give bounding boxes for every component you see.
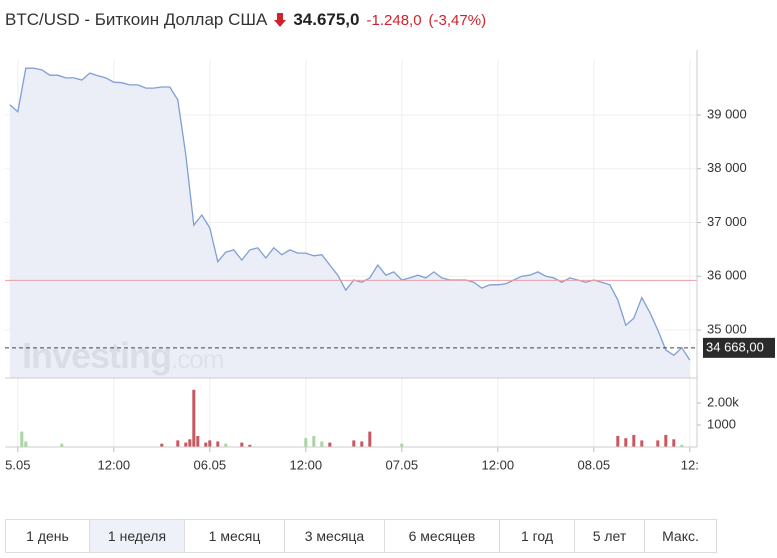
range-tab[interactable]: 1 день [5, 519, 90, 553]
x-tick-label: 5.05 [5, 457, 30, 472]
volume-bar [656, 440, 660, 447]
last-price-label: 34 668,00 [706, 339, 764, 354]
volume-bar [176, 440, 180, 447]
volume-bar [616, 435, 620, 447]
volume-bar [624, 438, 628, 447]
last-price-box [703, 337, 775, 358]
change: -1.248,0 [366, 11, 422, 29]
price-area [9, 68, 690, 378]
range-tab[interactable]: 1 год [500, 519, 575, 553]
volume-bar [312, 435, 316, 447]
volume-tick-label: 1000 [707, 416, 736, 431]
volume-bar [216, 441, 220, 447]
price-line [9, 67, 691, 361]
chart: 5.05 12:00 06.05 12:00 07.05 12:00 08.05 12: 35 … [5, 50, 775, 472]
volume-bar [188, 439, 192, 447]
volume-bar [664, 434, 668, 447]
volume-bar [352, 440, 356, 447]
price: 34.675,0 [293, 10, 360, 29]
volume-bar [360, 441, 364, 447]
volume-bar [208, 440, 212, 447]
y-tick-label: 36 000 [707, 268, 747, 283]
volume-bar [160, 443, 164, 447]
change-percent: (-3,47%) [428, 11, 487, 29]
volume-bar [320, 441, 324, 447]
volume-bar [184, 442, 188, 447]
x-tick-label: 12: [681, 457, 699, 472]
range-tab[interactable]: 3 месяца [285, 519, 385, 553]
volume-bar [328, 442, 332, 447]
x-tick-label: 12:00 [482, 457, 515, 472]
volume-bar [368, 431, 372, 447]
y-tick-label: 35 000 [707, 321, 747, 336]
volume-bar [20, 431, 24, 447]
down-arrow [274, 13, 287, 27]
volume-bar [24, 441, 28, 447]
volume-bar [240, 442, 244, 447]
volume-bar [672, 439, 676, 447]
x-tick-label: 12:00 [290, 457, 323, 472]
volume-tick-label: 2.00k [707, 394, 739, 409]
volume-bar [680, 444, 684, 447]
volume-bar [248, 444, 252, 447]
volume-bar [196, 435, 200, 447]
volume-bar [192, 389, 196, 447]
volume-bar [304, 438, 308, 447]
y-tick-label: 37 000 [707, 214, 747, 229]
volume-bar [204, 442, 208, 447]
x-tick-label: 08.05 [578, 457, 611, 472]
range-tab[interactable]: 5 лет [575, 519, 645, 553]
volume-bar [60, 443, 64, 447]
x-tick-label: 12:00 [98, 457, 131, 472]
instrument-title: BTC/USD - Биткоин Доллар США [5, 10, 268, 29]
x-tick-label: 06.05 [194, 457, 227, 472]
volume-bar [224, 443, 228, 447]
range-tab[interactable]: Макс. [645, 519, 717, 553]
volume-bar [632, 434, 636, 447]
range-tab[interactable]: 1 неделя [90, 519, 185, 553]
range-tab[interactable]: 6 месяцев [385, 519, 500, 553]
volume-bar [640, 440, 644, 447]
range-tabs: 1 день 1 неделя 1 месяц 3 месяца 6 месяцев 1 … [5, 519, 717, 553]
y-tick-label: 38 000 [707, 160, 747, 175]
range-tab[interactable]: 1 месяц [185, 519, 285, 553]
volume-bar [400, 443, 404, 447]
x-tick-label: 07.05 [386, 457, 419, 472]
y-tick-label: 39 000 [707, 106, 747, 121]
header: BTC/USD - Биткоин Доллар США 34.675,0 -1… [5, 10, 486, 30]
